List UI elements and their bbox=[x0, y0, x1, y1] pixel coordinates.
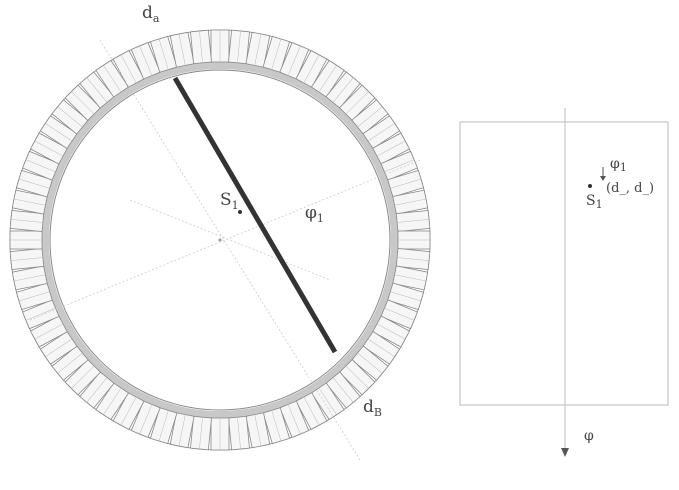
sinogram-point bbox=[588, 184, 592, 188]
crystal-split bbox=[13, 274, 46, 282]
crystal-split bbox=[397, 257, 430, 261]
sino-s1: S1 bbox=[586, 193, 603, 211]
crystal-split bbox=[287, 45, 301, 76]
crystal-split bbox=[158, 38, 169, 70]
crystal-split bbox=[345, 91, 369, 115]
crystal-split bbox=[34, 323, 64, 340]
crystal-split bbox=[397, 219, 430, 223]
crystal-split bbox=[199, 417, 203, 450]
crystal-split bbox=[357, 106, 383, 128]
crystal-split bbox=[345, 365, 369, 389]
crystal-split bbox=[271, 410, 282, 442]
crystal-split bbox=[303, 396, 320, 426]
crystal-split bbox=[237, 30, 241, 63]
crystal-split bbox=[10, 257, 43, 261]
crystal-split bbox=[390, 178, 422, 189]
crystal-split bbox=[71, 365, 95, 389]
crystal-split bbox=[103, 387, 122, 415]
crystal-split bbox=[367, 123, 395, 142]
crystal-split bbox=[10, 219, 43, 223]
crystal-split bbox=[45, 123, 73, 142]
crystal-split bbox=[332, 77, 354, 103]
detector-ring bbox=[9, 29, 431, 451]
crystal-split bbox=[139, 404, 153, 435]
sino-phi1: φ1 bbox=[610, 156, 627, 174]
crystal-split bbox=[34, 140, 64, 157]
crystal-split bbox=[394, 198, 427, 206]
crystal-split bbox=[394, 274, 427, 282]
center bbox=[218, 238, 222, 242]
crystal-split bbox=[103, 65, 122, 93]
crystal-split bbox=[271, 38, 282, 70]
source-point bbox=[238, 210, 242, 214]
label-da: da bbox=[142, 3, 160, 25]
crystal-split bbox=[376, 140, 406, 157]
crystal-split bbox=[57, 352, 83, 374]
crystal-split bbox=[45, 338, 73, 357]
crystal-split bbox=[376, 323, 406, 340]
crystal-split bbox=[120, 396, 137, 426]
crystal-split bbox=[287, 404, 301, 435]
crystal-split bbox=[237, 417, 241, 450]
sino-axis-label: φ bbox=[584, 428, 594, 444]
crystal-split bbox=[71, 91, 95, 115]
crystal-split bbox=[57, 106, 83, 128]
line-of-response bbox=[172, 76, 338, 354]
crystal-split bbox=[254, 33, 262, 66]
crystal-split bbox=[158, 410, 169, 442]
crystal-split bbox=[25, 159, 56, 173]
crystal-split bbox=[18, 291, 50, 302]
crystal-split bbox=[367, 338, 395, 357]
label-phi1: φ1 bbox=[305, 203, 324, 225]
crystal-split bbox=[86, 77, 108, 103]
crystal-split bbox=[178, 414, 186, 447]
crystal-split bbox=[318, 387, 337, 415]
crystal-split bbox=[18, 178, 50, 189]
label-db: dB bbox=[363, 397, 382, 419]
ring-band bbox=[39, 59, 401, 421]
crystal-split bbox=[384, 159, 415, 173]
crystal-split bbox=[332, 377, 354, 403]
sino-coords: (d_, d_) bbox=[606, 181, 654, 196]
crystal-split bbox=[303, 54, 320, 84]
crystal-split bbox=[25, 307, 56, 321]
label-s1: S1 bbox=[220, 190, 239, 212]
crystal-split bbox=[384, 307, 415, 321]
crystal-split bbox=[13, 198, 46, 206]
crystal-split bbox=[318, 65, 337, 93]
angle-arrowhead bbox=[600, 176, 606, 181]
crystal-split bbox=[357, 352, 383, 374]
crystal-split bbox=[390, 291, 422, 302]
crystal-split bbox=[199, 30, 203, 63]
crystal-split bbox=[178, 33, 186, 66]
crystal-split bbox=[86, 377, 108, 403]
sinogram bbox=[459, 108, 669, 448]
crystal-split bbox=[139, 45, 153, 76]
axis-arrow bbox=[561, 448, 569, 457]
crystal-split bbox=[254, 414, 262, 447]
crystal-split bbox=[120, 54, 137, 84]
